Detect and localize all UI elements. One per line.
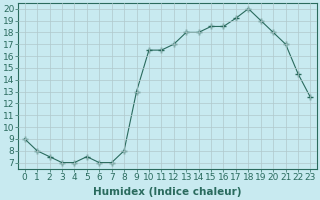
X-axis label: Humidex (Indice chaleur): Humidex (Indice chaleur) xyxy=(93,187,242,197)
